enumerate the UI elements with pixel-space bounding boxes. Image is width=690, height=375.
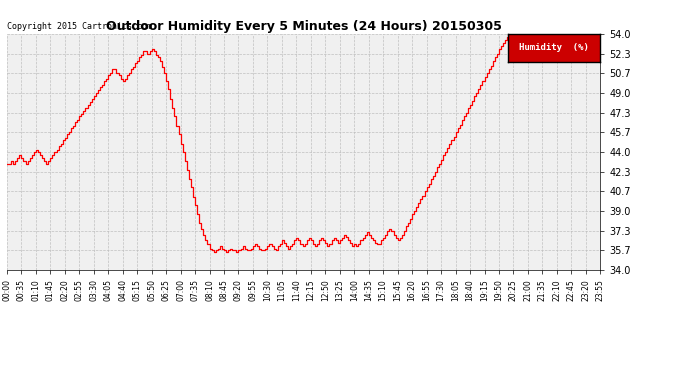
Title: Outdoor Humidity Every 5 Minutes (24 Hours) 20150305: Outdoor Humidity Every 5 Minutes (24 Hou… xyxy=(106,20,502,33)
Text: Copyright 2015 Cartronics.com: Copyright 2015 Cartronics.com xyxy=(8,22,152,32)
